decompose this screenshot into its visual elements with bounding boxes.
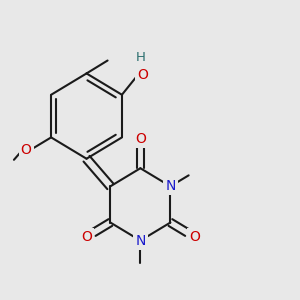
Text: N: N — [165, 179, 176, 193]
Text: O: O — [137, 68, 148, 82]
Text: O: O — [81, 230, 92, 244]
Text: O: O — [21, 143, 32, 158]
Text: N: N — [135, 234, 146, 248]
Text: H: H — [136, 51, 146, 64]
Text: O: O — [135, 132, 146, 146]
Text: O: O — [189, 230, 200, 244]
